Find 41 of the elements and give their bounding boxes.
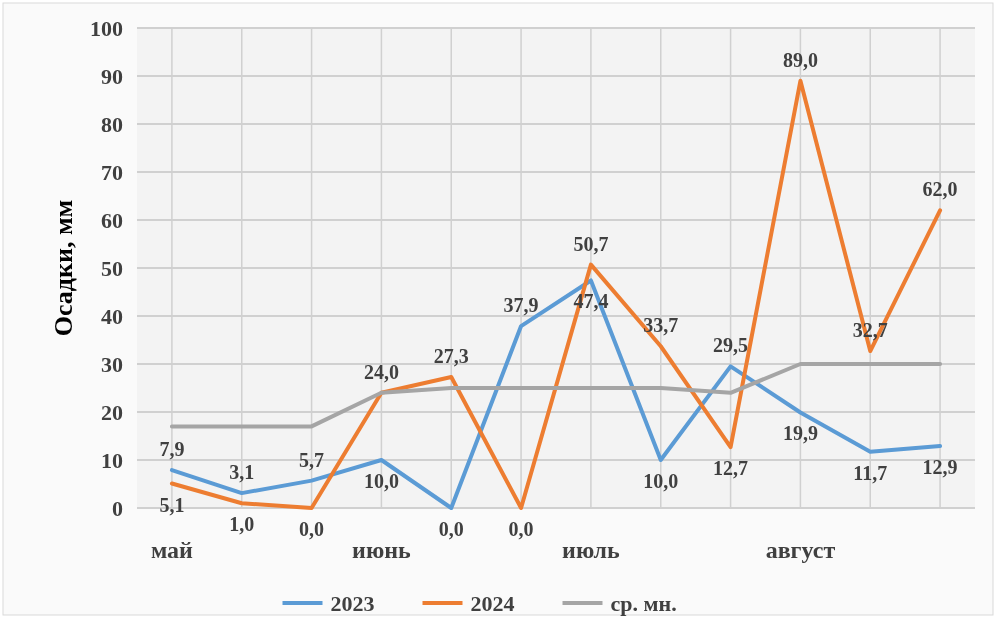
data-label: 11,7: [853, 461, 888, 484]
x-tick-label: август: [765, 537, 836, 563]
y-tick-label: 90: [101, 63, 123, 89]
data-label: 29,5: [713, 334, 749, 357]
y-tick-label: 30: [101, 351, 123, 377]
data-label: 12,7: [713, 457, 749, 480]
data-label: 62,0: [922, 178, 958, 201]
data-label: 10,0: [643, 470, 679, 492]
x-tick-label: июль: [562, 537, 621, 563]
y-tick-label: 0: [112, 495, 123, 521]
data-label: 0,0: [508, 518, 534, 540]
data-label: 89,0: [782, 48, 818, 71]
data-label: 3,1: [229, 461, 255, 484]
data-label: 5,7: [299, 448, 325, 471]
data-label: 12,9: [922, 456, 958, 479]
data-label: 0,0: [438, 518, 464, 540]
data-label: 24,0: [363, 360, 399, 383]
data-label: 19,9: [782, 422, 818, 445]
y-tick-label: 70: [101, 159, 123, 185]
data-label: 27,3: [433, 344, 469, 367]
data-label: 37,9: [503, 294, 539, 317]
legend-label: 2024: [470, 590, 515, 616]
legend-label: 2023: [330, 590, 375, 616]
y-tick-label: 100: [90, 15, 123, 41]
x-tick-label: июнь: [352, 537, 412, 563]
y-tick-label: 80: [101, 111, 123, 137]
data-label: 7,9: [159, 438, 185, 461]
y-tick-label: 40: [101, 303, 123, 329]
legend-label: ср. мн.: [610, 590, 677, 616]
data-label: 33,7: [643, 314, 679, 337]
y-tick-label: 50: [101, 255, 123, 281]
x-tick-label: май: [150, 537, 194, 563]
data-label: 1,0: [229, 513, 255, 536]
y-tick-label: 20: [101, 399, 123, 425]
data-label: 5,1: [159, 493, 185, 516]
data-label: 50,7: [573, 232, 609, 255]
data-label: 10,0: [363, 470, 399, 492]
y-tick-label: 10: [101, 447, 123, 473]
y-tick-label: 60: [101, 207, 123, 233]
data-label: 0,0: [299, 518, 325, 540]
y-axis-title: Осадки, мм: [49, 199, 78, 337]
